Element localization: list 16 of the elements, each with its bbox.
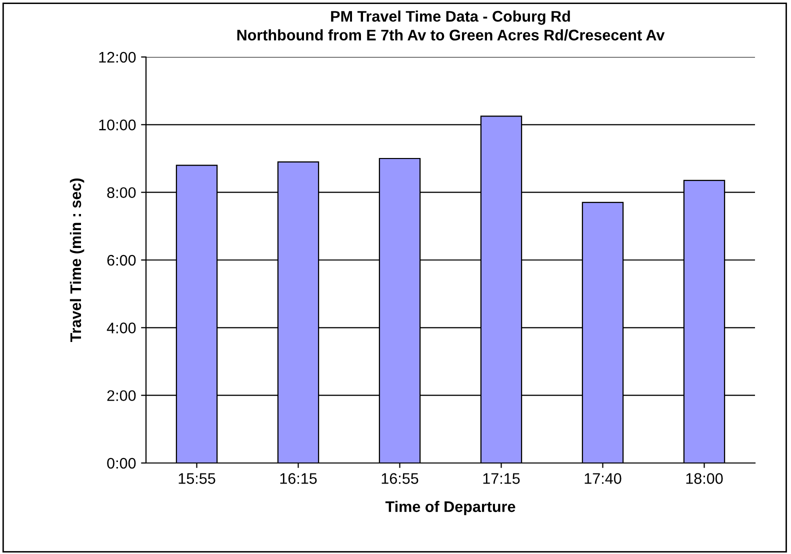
y-tick-label: 0:00 <box>107 458 136 469</box>
x-tick-label: 16:15 <box>280 473 317 484</box>
x-tick-label: 17:15 <box>483 473 520 484</box>
y-tick-label: 4:00 <box>106 322 136 334</box>
x-tick-label: 17:40 <box>584 473 622 484</box>
y-axis-title: Travel Time (min : sec) <box>70 178 84 342</box>
x-tick-label: 18:00 <box>686 473 723 484</box>
x-tick-label: 16:55 <box>382 473 418 484</box>
y-tick-label: 10:00 <box>99 120 136 130</box>
x-tick-label: 15:55 <box>178 473 216 484</box>
y-tick-label: 2:00 <box>107 390 136 402</box>
y-tick-label: 8:00 <box>107 187 136 198</box>
x-axis-title: Time of Departure <box>385 500 516 516</box>
y-tick-label: 6:00 <box>107 254 136 266</box>
y-tick-label: 12:00 <box>99 52 136 63</box>
chart-title: PM Travel Time Data - Coburg Rd Northbound from E 7th Av to Green Acres Rd/Cresecent Av <box>237 10 665 41</box>
